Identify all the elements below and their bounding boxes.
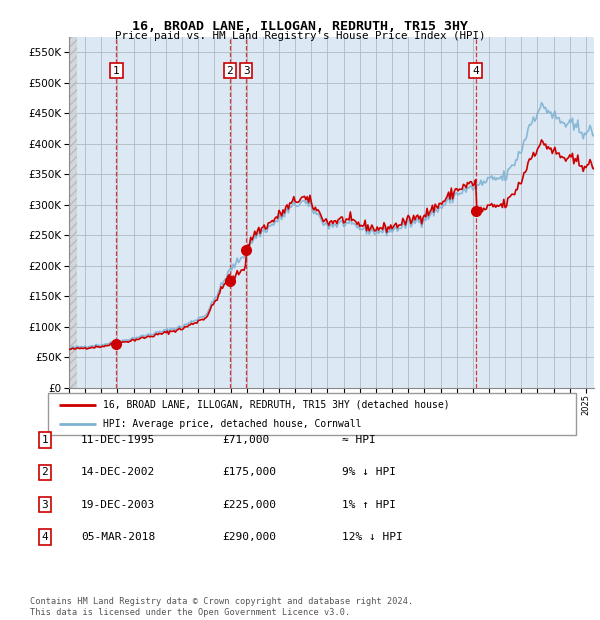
Text: Price paid vs. HM Land Registry's House Price Index (HPI): Price paid vs. HM Land Registry's House … <box>115 31 485 41</box>
Text: £225,000: £225,000 <box>222 500 276 510</box>
Text: 2: 2 <box>226 66 233 76</box>
Text: £175,000: £175,000 <box>222 467 276 477</box>
Text: 3: 3 <box>41 500 49 510</box>
Text: £290,000: £290,000 <box>222 532 276 542</box>
Text: ≈ HPI: ≈ HPI <box>342 435 376 445</box>
Text: 1% ↑ HPI: 1% ↑ HPI <box>342 500 396 510</box>
FancyBboxPatch shape <box>48 393 576 435</box>
Text: 11-DEC-1995: 11-DEC-1995 <box>81 435 155 445</box>
Text: 12% ↓ HPI: 12% ↓ HPI <box>342 532 403 542</box>
Text: 16, BROAD LANE, ILLOGAN, REDRUTH, TR15 3HY: 16, BROAD LANE, ILLOGAN, REDRUTH, TR15 3… <box>132 20 468 33</box>
Text: 4: 4 <box>472 66 479 76</box>
Text: 3: 3 <box>243 66 250 76</box>
Text: 1: 1 <box>113 66 120 76</box>
Bar <box>69 37 77 387</box>
Text: 1: 1 <box>41 435 49 445</box>
Text: 05-MAR-2018: 05-MAR-2018 <box>81 532 155 542</box>
Text: 9% ↓ HPI: 9% ↓ HPI <box>342 467 396 477</box>
Text: HPI: Average price, detached house, Cornwall: HPI: Average price, detached house, Corn… <box>103 419 362 429</box>
Text: 14-DEC-2002: 14-DEC-2002 <box>81 467 155 477</box>
Text: 16, BROAD LANE, ILLOGAN, REDRUTH, TR15 3HY (detached house): 16, BROAD LANE, ILLOGAN, REDRUTH, TR15 3… <box>103 400 450 410</box>
Text: 2: 2 <box>41 467 49 477</box>
Text: Contains HM Land Registry data © Crown copyright and database right 2024.
This d: Contains HM Land Registry data © Crown c… <box>30 598 413 617</box>
Text: 19-DEC-2003: 19-DEC-2003 <box>81 500 155 510</box>
Text: 4: 4 <box>41 532 49 542</box>
Text: £71,000: £71,000 <box>222 435 269 445</box>
